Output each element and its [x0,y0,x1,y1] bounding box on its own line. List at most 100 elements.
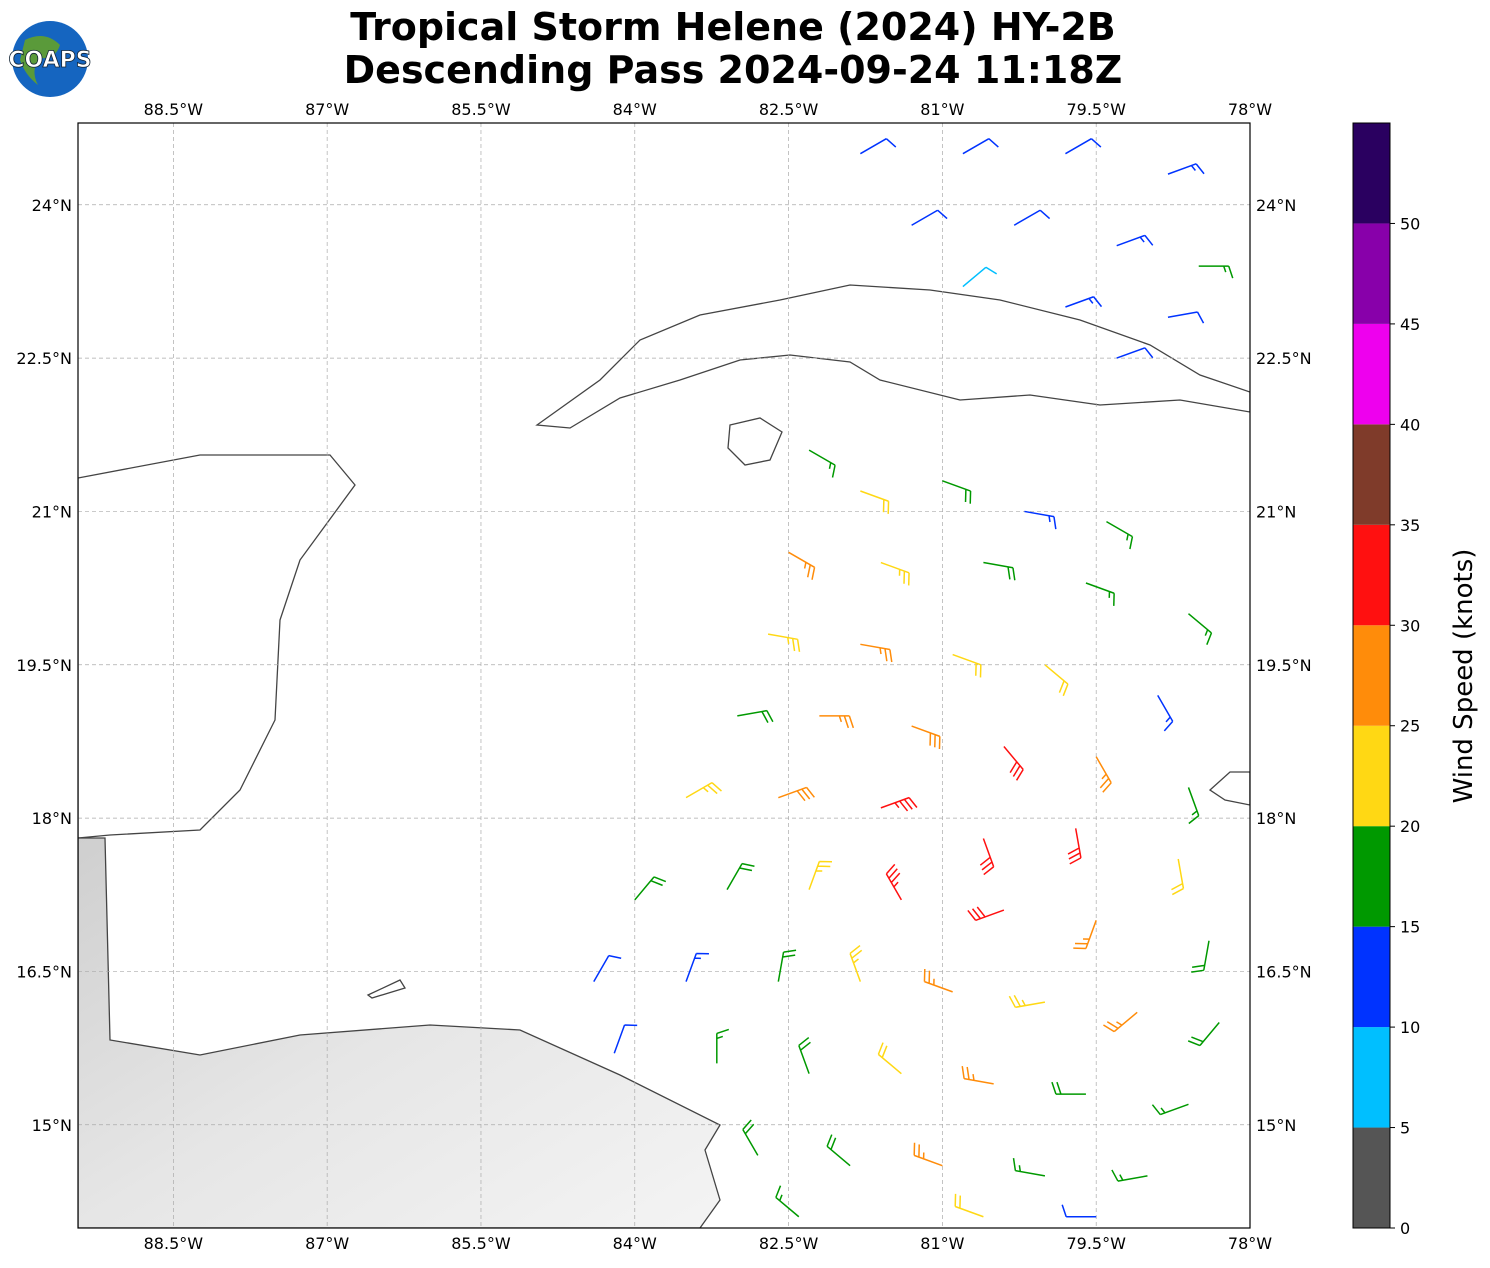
lat-tick-label: 16.5°N [1256,962,1312,981]
wind-barb [911,725,941,750]
colorbar-segment [1353,524,1390,626]
wind-barb [1103,1011,1138,1033]
wind-barb [1044,664,1069,697]
lat-tick-label: 21°N [1256,502,1296,521]
wind-barb [1106,521,1134,550]
lon-tick-label: 82.5°W [759,100,819,119]
wind-barb [1073,920,1097,950]
wind-barb [1167,311,1205,324]
yucatan [78,454,356,839]
lon-tick-label: 79.5°W [1066,100,1126,119]
lat-tick-label: 24°N [1256,196,1296,215]
wind-barb [942,480,972,504]
wind-barb [979,838,995,876]
wind-barb [808,449,836,478]
lon-tick-label: 88.5°W [144,100,204,119]
wind-barb [826,1134,851,1167]
wind-barb [962,138,999,155]
lat-tick-label: 24°N [32,196,72,215]
isla-juventud [727,417,783,466]
colorbar: 0 5 10 15 20 25 30 35 40 45 50 [1352,122,1420,1238]
wind-barb [1151,1103,1189,1116]
wind-barb [634,876,667,901]
lon-tick-label: 79.5°W [1066,1234,1126,1253]
wind-barb [685,782,722,799]
wind-barb [860,643,893,663]
wind-barb [1187,613,1213,645]
lon-tick-label: 82.5°W [759,1234,819,1253]
wind-barb [1167,163,1205,175]
wind-barb [1116,347,1154,359]
wind-barb [767,633,801,652]
lat-tick-label: 21°N [32,502,72,521]
wind-barb [1157,695,1174,732]
colorbar-tick-label: 15 [1400,918,1420,937]
lon-tick-label: 81°W [920,100,964,119]
colorbar-tick-label: 0 [1400,1219,1410,1238]
wind-barb [1012,1158,1046,1177]
lat-tick-label: 15°N [1256,1116,1296,1135]
colorbar-segment [1353,424,1390,525]
wind-barb [819,715,855,729]
colorbar-tick-label: 40 [1400,415,1420,434]
wind-barb [961,1066,994,1085]
subtitle: Descending Pass 2024-09-24 11:18Z [344,48,1123,92]
wind-barb [983,561,1016,581]
wind-barb [613,1024,638,1054]
lon-tick-label: 88.5°W [144,1234,204,1253]
colorbar-segment [1353,625,1390,726]
wind-barb [923,968,953,993]
basemap [78,123,1250,1228]
wind-barb [1061,1204,1097,1218]
colorbar-segment [1353,1027,1390,1128]
wind-barb [859,138,897,155]
wind-barb [777,949,797,982]
wind-barb [798,1037,811,1074]
lon-tick-label: 84°W [613,100,657,119]
wind-barb [737,709,774,724]
wind-barb [1187,787,1200,825]
bay-islands [366,979,407,999]
wind-barb [726,862,755,891]
wind-barb [911,209,948,226]
wind-barb [880,561,910,586]
colorbar-segment [1353,123,1390,224]
wind-barb [1065,296,1103,308]
wind-barb [1065,138,1102,155]
lon-tick-label: 84°W [613,1234,657,1253]
lon-tick-label: 85.5°W [451,100,511,119]
cuba [535,284,1250,429]
wind-barb [877,1042,902,1075]
wind-barb [885,863,903,901]
logo-land [20,36,60,85]
wind-barb [1013,209,1051,226]
wind-barb [1003,746,1024,781]
colorbar-segment [1353,323,1390,425]
wind-barb [1067,828,1082,865]
lat-tick-label: 22.5°N [1256,349,1312,368]
colorbar-label: Wind Speed (knots) [1449,549,1479,804]
wind-barbs [593,138,1234,1218]
colorbar-segment [1353,223,1390,324]
colorbar-segment [1353,826,1390,927]
colorbar-tick-label: 20 [1400,817,1420,836]
gridlines [78,123,1250,1228]
colorbar-tick-label: 30 [1400,616,1420,635]
wind-barb [952,653,982,678]
wind-barb [1095,756,1112,793]
lon-tick-label: 87°W [305,100,349,119]
lon-tick-label: 87°W [305,1234,349,1253]
colorbar-tick-label: 45 [1400,315,1420,334]
wind-barb [1008,994,1046,1009]
colorbar-segment [1353,725,1390,827]
colorbar-tick-label: 50 [1400,214,1420,233]
wind-barb [1024,510,1057,530]
wind-barb [775,1185,800,1218]
wind-barb [1171,858,1185,896]
colorbar-frame [1352,122,1391,1229]
map-frame [77,122,1251,1229]
wind-barb [1085,582,1115,606]
central-america [78,837,721,1228]
lon-tick-label: 81°W [920,1234,964,1253]
wind-barb [716,1028,730,1064]
